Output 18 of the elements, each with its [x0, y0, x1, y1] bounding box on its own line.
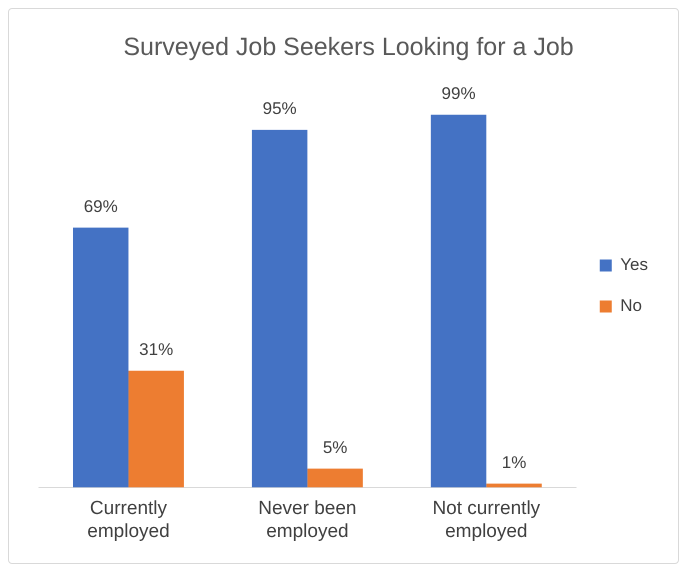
data-label: 1% — [502, 452, 526, 472]
bar — [128, 370, 184, 488]
x-tick-label: Not currently employed — [432, 498, 541, 542]
bar — [252, 130, 308, 488]
bar — [430, 114, 486, 488]
data-label: 69% — [84, 196, 118, 216]
data-label: 31% — [139, 340, 174, 359]
data-label: 99% — [442, 84, 476, 103]
bar — [72, 228, 128, 488]
bar — [486, 484, 542, 488]
x-tick-label: Currently employed — [87, 498, 170, 542]
data-label: 5% — [322, 438, 348, 457]
data-label: 95% — [262, 99, 297, 118]
legend-label: No — [620, 296, 642, 316]
bar — [307, 468, 363, 488]
x-tick-label: Never been employed — [258, 498, 356, 542]
chart-title: Surveyed Job Seekers Looking for a Job — [123, 32, 574, 61]
legend-label: Yes — [620, 255, 648, 274]
